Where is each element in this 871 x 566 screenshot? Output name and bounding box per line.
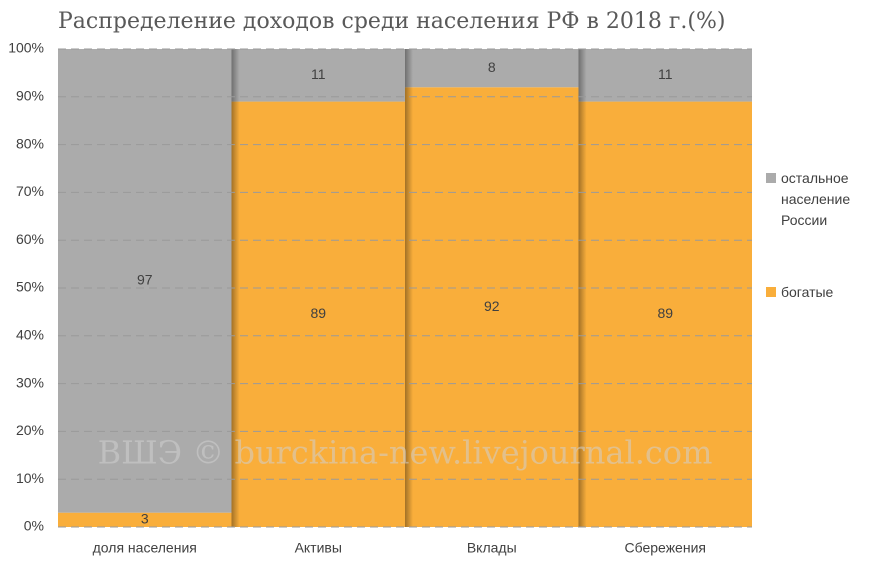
y-tick-label: 50% xyxy=(16,279,44,295)
bar-segment xyxy=(231,49,405,102)
y-tick-label: 30% xyxy=(16,374,44,390)
legend-label: богатые xyxy=(781,284,834,300)
x-tick-label: Вклады xyxy=(467,540,517,556)
legend-swatch xyxy=(766,173,776,183)
bar-shadow xyxy=(231,49,240,527)
data-label: 8 xyxy=(488,59,496,75)
bar-segment xyxy=(578,101,752,527)
y-tick-label: 0% xyxy=(24,518,44,534)
y-tick-label: 40% xyxy=(16,327,44,343)
bar-segment xyxy=(405,87,579,528)
data-label: 11 xyxy=(311,66,326,82)
watermark: ВШЭ © burckina-new.livejournal.com xyxy=(98,434,713,472)
y-tick-label: 100% xyxy=(8,40,44,56)
y-tick-label: 20% xyxy=(16,422,44,438)
data-label: 92 xyxy=(484,298,500,314)
data-label: 97 xyxy=(137,272,153,288)
bar-segment xyxy=(58,512,232,527)
x-tick-label: доля населения xyxy=(93,540,197,556)
chart-title: Распределение доходов среди населения РФ… xyxy=(58,9,725,34)
data-label: 89 xyxy=(310,305,326,321)
x-tick-label: Активы xyxy=(295,540,342,556)
legend-swatch xyxy=(766,287,776,297)
data-label: 3 xyxy=(141,511,149,527)
y-tick-label: 70% xyxy=(16,183,44,199)
y-tick-label: 10% xyxy=(16,470,44,486)
legend-entry: остальное население России xyxy=(766,168,866,231)
bar-segment xyxy=(231,101,405,527)
bar-segment xyxy=(58,49,232,513)
bar-segment xyxy=(578,49,752,102)
legend-entry: богатые xyxy=(766,282,866,303)
y-tick-label: 80% xyxy=(16,135,44,151)
y-tick-label: 90% xyxy=(16,88,44,104)
data-label: 89 xyxy=(657,305,673,321)
legend-label: остальное население России xyxy=(781,170,851,228)
bar-segment xyxy=(405,49,579,88)
data-label: 11 xyxy=(658,66,673,82)
y-tick-label: 60% xyxy=(16,231,44,247)
x-tick-label: Сбережения xyxy=(625,540,706,556)
